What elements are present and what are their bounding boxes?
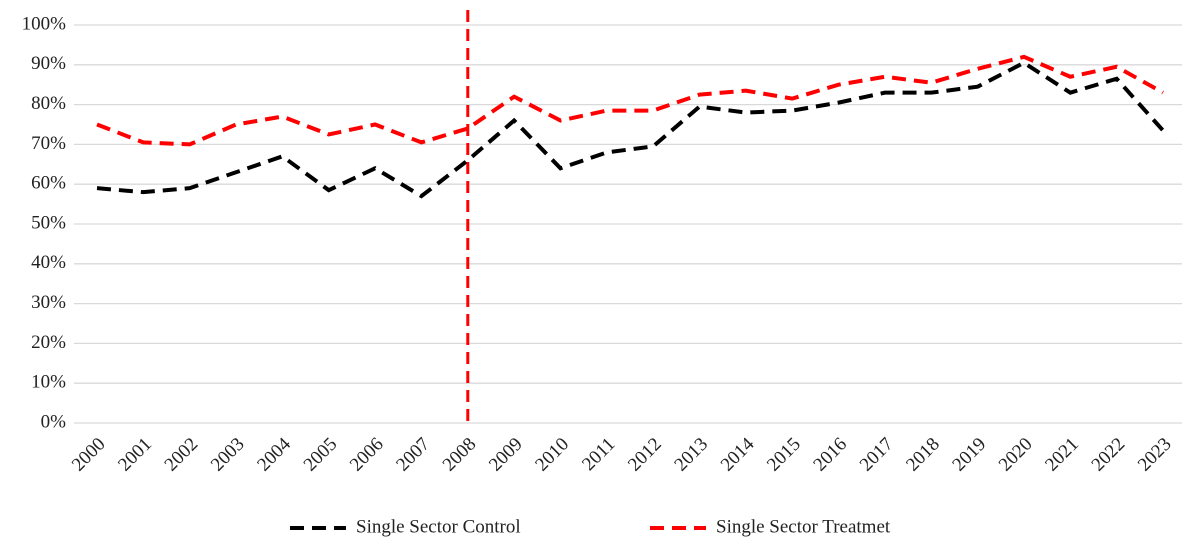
x-tick-label: 2000 — [68, 434, 110, 476]
x-tick-label: 2013 — [670, 434, 712, 476]
x-tick-label: 2018 — [902, 434, 944, 476]
x-tick-label: 2009 — [485, 434, 527, 476]
x-tick-label: 2022 — [1088, 434, 1130, 476]
y-tick-label: 60% — [31, 173, 66, 194]
y-tick-label: 20% — [31, 332, 66, 353]
x-tick-label: 2007 — [392, 434, 434, 476]
y-tick-label: 30% — [31, 292, 66, 313]
series-line — [96, 54, 1164, 147]
x-tick-label: 2003 — [207, 434, 249, 476]
y-tick-label: 70% — [31, 133, 66, 154]
y-tick-label: 80% — [31, 93, 66, 114]
y-tick-label: 50% — [31, 212, 66, 233]
series-line — [96, 60, 1165, 199]
x-tick-label: 2004 — [253, 433, 295, 475]
x-tick-label: 2006 — [346, 434, 388, 476]
y-tick-label: 0% — [41, 411, 67, 432]
x-tick-label: 2021 — [1041, 434, 1083, 476]
x-tick-label: 2023 — [1134, 434, 1176, 476]
x-tick-label: 2005 — [300, 434, 342, 476]
x-tick-label: 2011 — [578, 434, 619, 475]
legend-label: Single Sector Treatmet — [716, 516, 891, 537]
y-tick-label: 90% — [31, 53, 66, 74]
y-tick-label: 40% — [31, 252, 66, 273]
x-tick-label: 2014 — [717, 433, 759, 475]
x-tick-label: 2010 — [531, 434, 573, 476]
x-tick-label: 2008 — [439, 434, 481, 476]
x-tick-label: 2001 — [114, 434, 156, 476]
x-tick-label: 2002 — [161, 434, 203, 476]
legend-label: Single Sector Control — [356, 516, 521, 537]
y-tick-label: 100% — [22, 13, 67, 34]
x-tick-label: 2012 — [624, 434, 666, 476]
x-tick-label: 2015 — [763, 434, 805, 476]
x-tick-label: 2017 — [856, 434, 898, 476]
y-tick-label: 10% — [31, 372, 66, 393]
x-tick-label: 2016 — [809, 434, 851, 476]
x-tick-label: 2020 — [995, 434, 1037, 476]
x-tick-label: 2019 — [949, 434, 991, 476]
